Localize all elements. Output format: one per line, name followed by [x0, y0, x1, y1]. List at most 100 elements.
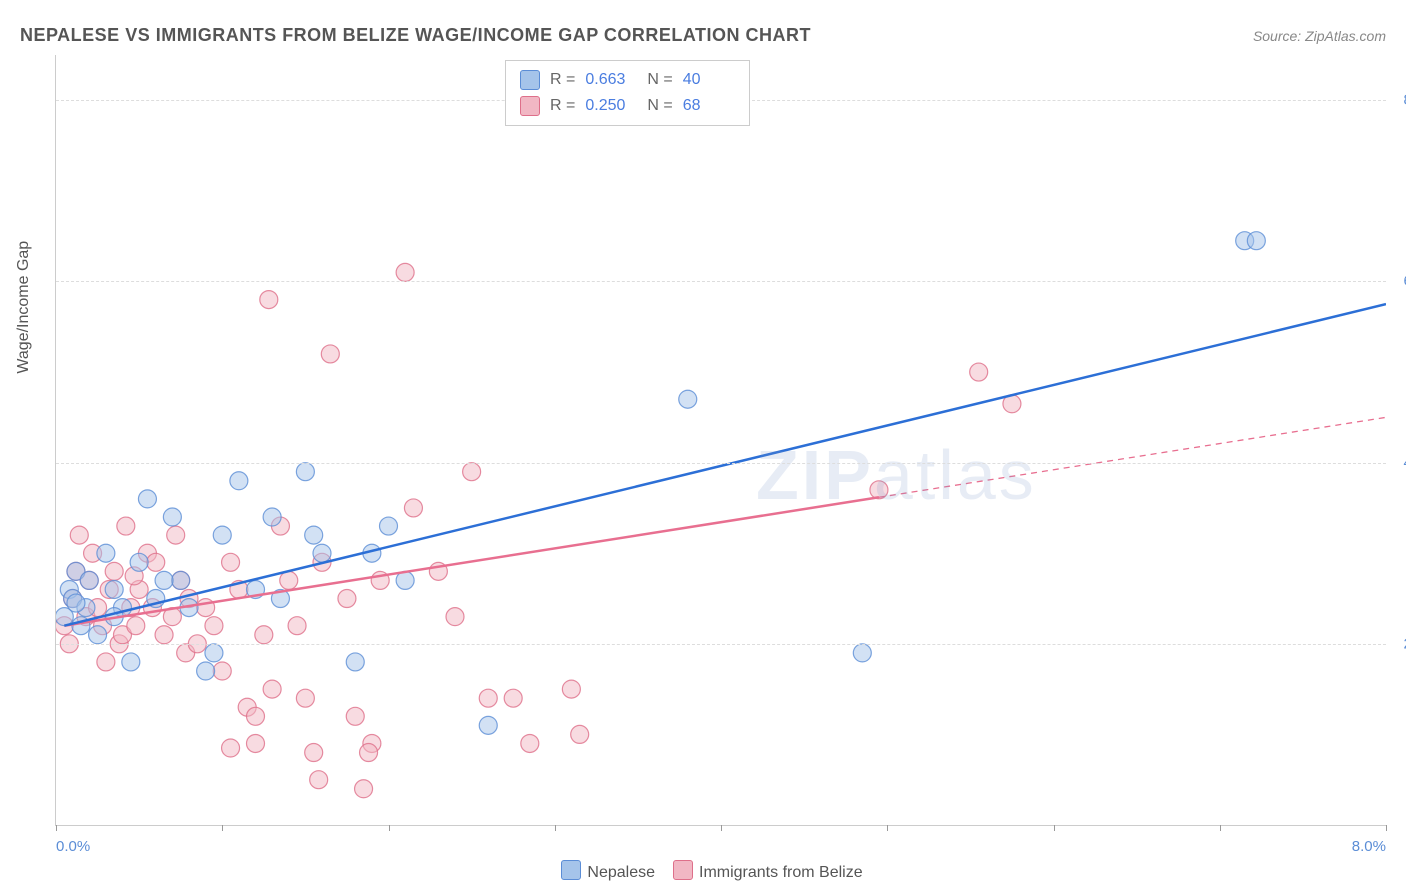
data-point	[213, 662, 231, 680]
source-label: Source: ZipAtlas.com	[1253, 28, 1386, 44]
data-point	[463, 463, 481, 481]
data-point	[504, 689, 522, 707]
header: NEPALESE VS IMMIGRANTS FROM BELIZE WAGE/…	[20, 25, 1386, 46]
data-point	[127, 617, 145, 635]
data-point	[396, 263, 414, 281]
legend-series-label: Nepalese	[587, 864, 655, 881]
legend-n-value: 40	[683, 67, 735, 93]
data-point	[155, 626, 173, 644]
data-point	[346, 707, 364, 725]
data-point	[130, 553, 148, 571]
data-point	[213, 526, 231, 544]
data-point	[571, 725, 589, 743]
data-point	[679, 390, 697, 408]
legend-row: R = 0.250 N = 68	[520, 93, 735, 119]
data-point	[247, 707, 265, 725]
x-axis-label: 8.0%	[1352, 838, 1386, 855]
data-point	[296, 463, 314, 481]
data-point	[105, 562, 123, 580]
x-tick	[721, 825, 722, 831]
data-point	[346, 653, 364, 671]
data-point	[296, 689, 314, 707]
data-point	[105, 580, 123, 598]
data-point	[197, 662, 215, 680]
data-point	[305, 526, 323, 544]
regression-line-dashed	[879, 417, 1386, 497]
data-point	[321, 345, 339, 363]
data-point	[155, 571, 173, 589]
data-point	[97, 544, 115, 562]
data-point	[255, 626, 273, 644]
legend-swatch	[673, 860, 693, 880]
data-point	[147, 553, 165, 571]
data-point	[380, 517, 398, 535]
x-tick	[555, 825, 556, 831]
data-point	[562, 680, 580, 698]
data-point	[305, 744, 323, 762]
data-point	[853, 644, 871, 662]
data-point	[1247, 232, 1265, 250]
data-point	[288, 617, 306, 635]
data-point	[163, 508, 181, 526]
data-point	[479, 716, 497, 734]
data-point	[172, 571, 190, 589]
gridline	[56, 281, 1386, 282]
data-point	[479, 689, 497, 707]
legend-n-value: 68	[683, 93, 735, 119]
data-point	[263, 508, 281, 526]
data-point	[117, 517, 135, 535]
x-tick	[56, 825, 57, 831]
legend-swatch	[520, 96, 540, 116]
legend-r-value: 0.663	[585, 67, 637, 93]
x-axis-label: 0.0%	[56, 838, 90, 855]
legend-r-label: R =	[550, 67, 575, 93]
chart-svg	[56, 55, 1386, 825]
data-point	[247, 734, 265, 752]
data-point	[222, 553, 240, 571]
data-point	[310, 771, 328, 789]
data-point	[313, 544, 331, 562]
legend-n-label: N =	[647, 67, 672, 93]
data-point	[97, 653, 115, 671]
x-tick	[1054, 825, 1055, 831]
data-point	[970, 363, 988, 381]
data-point	[404, 499, 422, 517]
x-tick	[1386, 825, 1387, 831]
regression-line	[64, 497, 879, 625]
data-point	[167, 526, 185, 544]
data-point	[263, 680, 281, 698]
gridline	[56, 463, 1386, 464]
data-point	[222, 739, 240, 757]
legend-swatch	[561, 860, 581, 880]
legend-row: R = 0.663 N = 40	[520, 67, 735, 93]
legend-r-label: R =	[550, 93, 575, 119]
data-point	[67, 594, 85, 612]
data-point	[338, 590, 356, 608]
correlation-legend: R = 0.663 N = 40 R = 0.250 N = 68	[505, 60, 750, 126]
chart-title: NEPALESE VS IMMIGRANTS FROM BELIZE WAGE/…	[20, 25, 811, 46]
data-point	[230, 472, 248, 490]
data-point	[355, 780, 373, 798]
legend-swatch	[520, 70, 540, 90]
x-tick	[1220, 825, 1221, 831]
series-legend: Nepalese Immigrants from Belize	[0, 860, 1406, 882]
data-point	[70, 526, 88, 544]
data-point	[89, 626, 107, 644]
x-tick	[222, 825, 223, 831]
data-point	[122, 653, 140, 671]
legend-series-label: Immigrants from Belize	[699, 864, 863, 881]
legend-r-value: 0.250	[585, 93, 637, 119]
data-point	[260, 291, 278, 309]
data-point	[80, 571, 98, 589]
x-tick	[389, 825, 390, 831]
y-axis-title: Wage/Income Gap	[15, 241, 33, 374]
data-point	[205, 617, 223, 635]
data-point	[446, 608, 464, 626]
gridline	[56, 644, 1386, 645]
data-point	[521, 734, 539, 752]
legend-n-label: N =	[647, 93, 672, 119]
x-tick	[887, 825, 888, 831]
regression-line	[64, 304, 1386, 626]
data-point	[870, 481, 888, 499]
data-point	[360, 744, 378, 762]
